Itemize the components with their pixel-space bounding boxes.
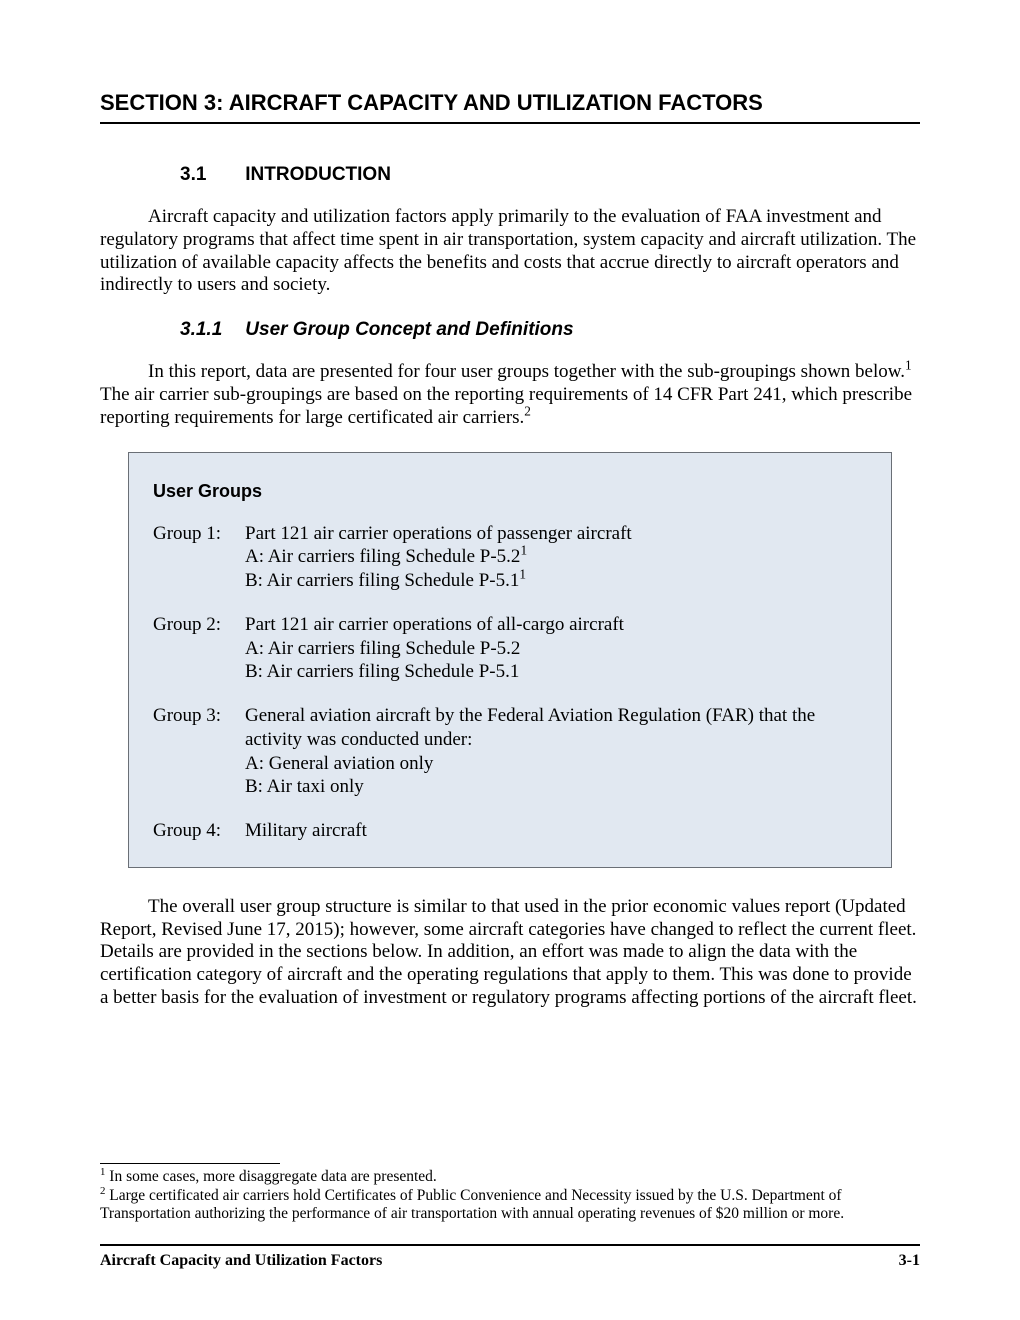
section-title: SECTION 3: AIRCRAFT CAPACITY AND UTILIZA… bbox=[100, 90, 920, 124]
group-body: Military aircraft bbox=[245, 819, 867, 843]
box-title: User Groups bbox=[153, 481, 867, 502]
group-row: Group 1: Part 121 air carrier operations… bbox=[153, 522, 867, 593]
footer-rule bbox=[100, 1244, 920, 1246]
group-row: Group 3: General aviation aircraft by th… bbox=[153, 704, 867, 799]
footnote: 2 Large certificated air carriers hold C… bbox=[100, 1187, 920, 1224]
para2-part-b: The air carrier sub-groupings are based … bbox=[100, 384, 912, 428]
group-line: B: Air carriers filing Schedule P-5.1 bbox=[245, 661, 519, 682]
page: SECTION 3: AIRCRAFT CAPACITY AND UTILIZA… bbox=[0, 0, 1020, 1320]
user-groups-box: User Groups Group 1: Part 121 air carrie… bbox=[128, 452, 892, 868]
paragraph-2: In this report, data are presented for f… bbox=[100, 361, 920, 429]
group-line: A: General aviation only bbox=[245, 753, 433, 774]
paragraph-3: The overall user group structure is simi… bbox=[100, 896, 920, 1010]
subsubsection-number: 3.1.1 bbox=[180, 319, 240, 341]
group-line: Military aircraft bbox=[245, 820, 367, 841]
group-row: Group 4: Military aircraft bbox=[153, 819, 867, 843]
para2-part-a: In this report, data are presented for f… bbox=[148, 361, 905, 382]
group-label: Group 4: bbox=[153, 819, 245, 843]
footer-left: Aircraft Capacity and Utilization Factor… bbox=[100, 1252, 382, 1270]
group-line: B: Air carriers filing Schedule P-5.1 bbox=[245, 570, 519, 591]
group-sup: 1 bbox=[519, 567, 526, 582]
group-line: General aviation aircraft by the Federal… bbox=[245, 705, 815, 750]
group-body: Part 121 air carrier operations of all-c… bbox=[245, 613, 867, 684]
footer-right: 3-1 bbox=[899, 1252, 920, 1270]
group-label: Group 1: bbox=[153, 522, 245, 593]
page-footer: Aircraft Capacity and Utilization Factor… bbox=[100, 1252, 920, 1270]
footnote: 1 In some cases, more disaggregate data … bbox=[100, 1168, 920, 1187]
group-line: A: Air carriers filing Schedule P-5.2 bbox=[245, 638, 520, 659]
group-label: Group 3: bbox=[153, 704, 245, 799]
footnote-ref-2: 2 bbox=[524, 403, 531, 418]
group-line: Part 121 air carrier operations of passe… bbox=[245, 523, 632, 544]
footnote-rule bbox=[100, 1163, 280, 1164]
footnote-text: Large certificated air carriers hold Cer… bbox=[100, 1187, 844, 1223]
group-line: B: Air taxi only bbox=[245, 776, 364, 797]
subsection-heading: 3.1 INTRODUCTION bbox=[180, 164, 920, 186]
group-body: Part 121 air carrier operations of passe… bbox=[245, 522, 867, 593]
group-line: Part 121 air carrier operations of all-c… bbox=[245, 614, 624, 635]
subsection-title: INTRODUCTION bbox=[245, 164, 391, 185]
group-body: General aviation aircraft by the Federal… bbox=[245, 704, 867, 799]
group-sup: 1 bbox=[520, 543, 527, 558]
footnote-ref-1: 1 bbox=[905, 358, 912, 373]
group-label: Group 2: bbox=[153, 613, 245, 684]
footer-area: 1 In some cases, more disaggregate data … bbox=[100, 1133, 920, 1270]
subsubsection-title: User Group Concept and Definitions bbox=[245, 319, 573, 340]
group-row: Group 2: Part 121 air carrier operations… bbox=[153, 613, 867, 684]
intro-paragraph: Aircraft capacity and utilization factor… bbox=[100, 206, 920, 297]
group-line: A: Air carriers filing Schedule P-5.2 bbox=[245, 546, 520, 567]
subsection-number: 3.1 bbox=[180, 164, 240, 186]
subsubsection-heading: 3.1.1 User Group Concept and Definitions bbox=[180, 319, 920, 341]
footnote-text: In some cases, more disaggregate data ar… bbox=[105, 1168, 436, 1185]
